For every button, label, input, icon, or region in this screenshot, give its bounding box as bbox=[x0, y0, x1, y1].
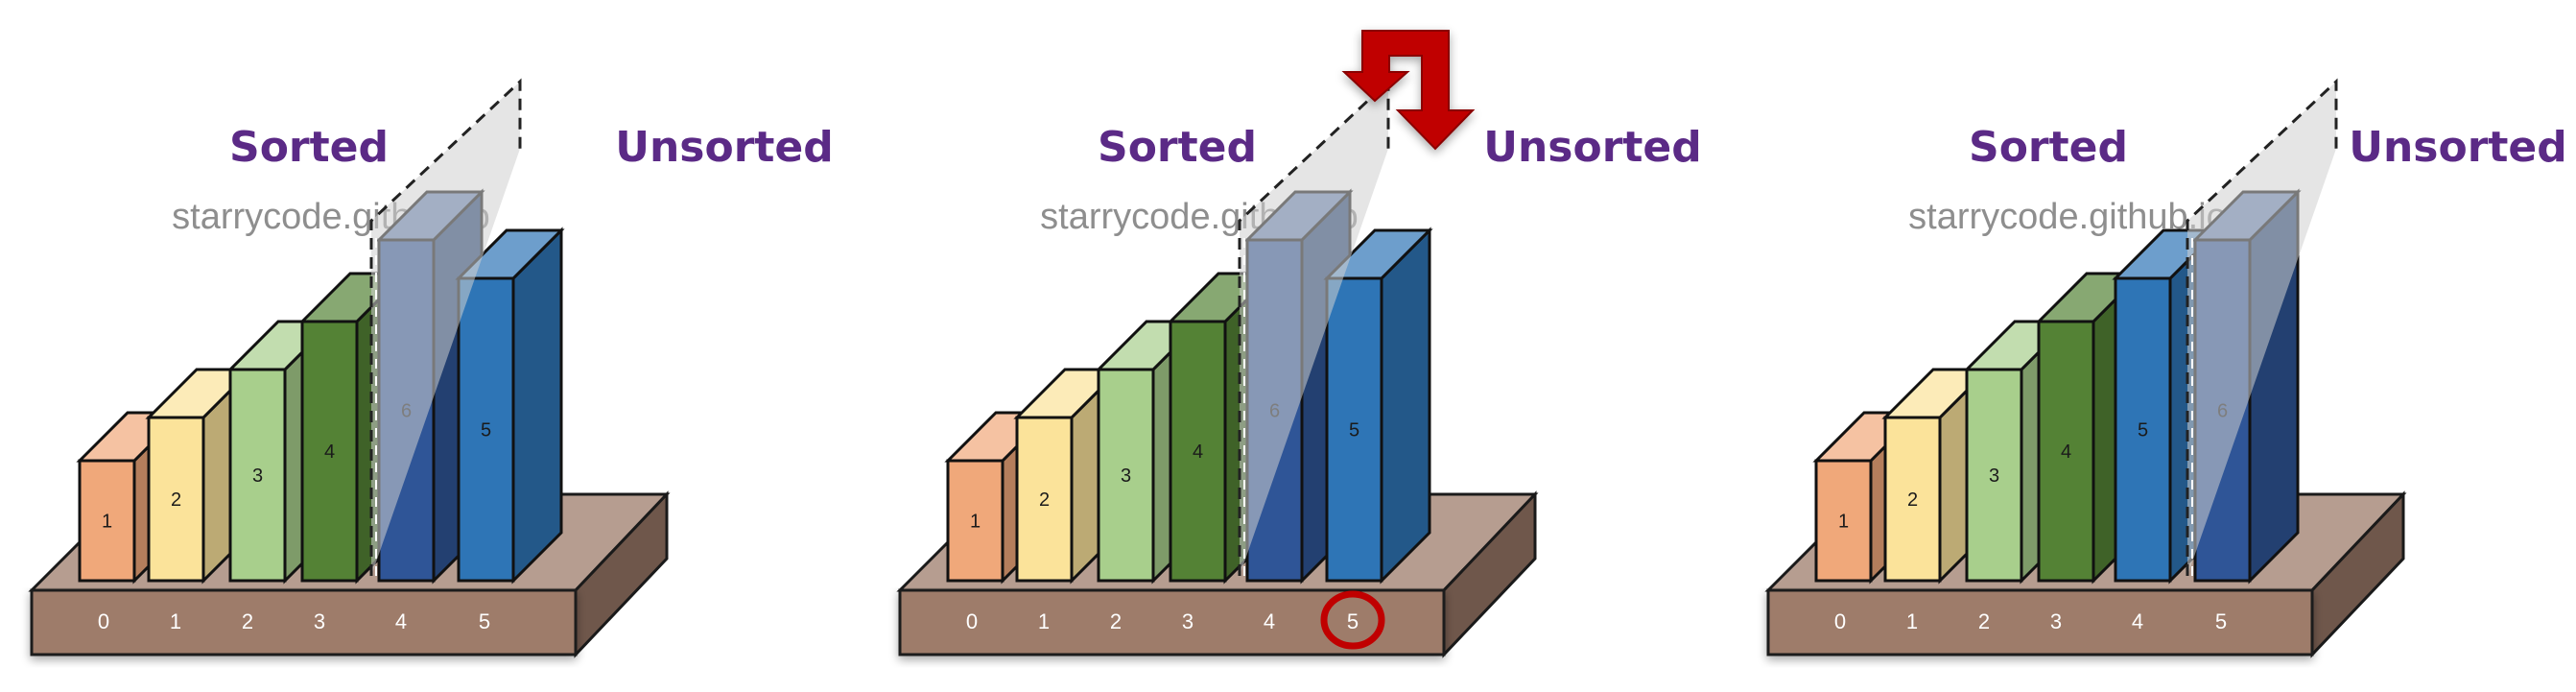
index-label: 1 bbox=[170, 609, 181, 633]
divider-plane bbox=[2187, 82, 2336, 576]
index-label: 4 bbox=[1264, 609, 1275, 633]
divider-plane bbox=[371, 82, 520, 576]
base-front bbox=[898, 588, 1446, 656]
divider-line bbox=[1238, 78, 1390, 576]
bar-label: 1 bbox=[102, 512, 112, 533]
bar-value-5: 5 bbox=[1323, 227, 1433, 585]
bar-label: 2 bbox=[1039, 489, 1050, 511]
bar-label: 2 bbox=[1907, 489, 1918, 511]
panel-before: starrycode.github.io012345123465SortedUn… bbox=[28, 78, 835, 658]
divider-line bbox=[369, 78, 522, 576]
unsorted-label: Unsorted bbox=[1483, 123, 1702, 172]
index-label: 1 bbox=[1038, 609, 1050, 633]
index-label: 3 bbox=[1182, 609, 1193, 633]
index-label: 0 bbox=[1834, 609, 1846, 633]
panel-select: starrycode.github.io012345123465SortedUn… bbox=[896, 30, 1703, 658]
divider-plane bbox=[1240, 82, 1388, 576]
index-label: 1 bbox=[1906, 609, 1918, 633]
sorted-label: Sorted bbox=[229, 123, 389, 172]
bar-value-5: 5 bbox=[455, 227, 565, 585]
index-label: 3 bbox=[2050, 609, 2062, 633]
divider-line bbox=[2186, 78, 2338, 576]
sorted-label: Sorted bbox=[1969, 123, 2128, 172]
bar-label: 2 bbox=[171, 489, 181, 511]
index-label: 2 bbox=[1978, 609, 1990, 633]
bar-label: 4 bbox=[1193, 441, 1203, 463]
unsorted-label: Unsorted bbox=[615, 123, 834, 172]
bar-label: 5 bbox=[481, 420, 491, 441]
unsorted-label: Unsorted bbox=[2349, 123, 2567, 172]
bar-value-2: 2 bbox=[145, 366, 255, 585]
bar-label: 4 bbox=[2061, 441, 2071, 463]
index-label: 4 bbox=[395, 609, 407, 633]
bar-label: 4 bbox=[324, 441, 335, 463]
base-front bbox=[30, 588, 578, 656]
bar-label: 3 bbox=[1121, 465, 1131, 487]
move-arrow-icon bbox=[1341, 30, 1476, 151]
index-label: 3 bbox=[314, 609, 325, 633]
panel-after: starrycode.github.io012345123456SortedUn… bbox=[1764, 78, 2568, 658]
index-label: 0 bbox=[966, 609, 978, 633]
index-label: 5 bbox=[1347, 609, 1359, 633]
bar-label: 1 bbox=[1838, 512, 1849, 533]
index-label: 0 bbox=[98, 609, 109, 633]
base-front bbox=[1766, 588, 2314, 656]
index-label: 2 bbox=[242, 609, 253, 633]
bar-label: 1 bbox=[970, 512, 981, 533]
index-label: 4 bbox=[2132, 609, 2143, 633]
highlight-ring bbox=[1320, 590, 1385, 650]
bar-label: 5 bbox=[1349, 420, 1359, 441]
index-label: 5 bbox=[479, 609, 490, 633]
bar-label: 5 bbox=[2138, 420, 2148, 441]
sorted-label: Sorted bbox=[1098, 123, 1257, 172]
bar-label: 3 bbox=[252, 465, 263, 487]
bar-label: 3 bbox=[1989, 465, 1999, 487]
index-label: 2 bbox=[1110, 609, 1122, 633]
index-label: 5 bbox=[2215, 609, 2227, 633]
